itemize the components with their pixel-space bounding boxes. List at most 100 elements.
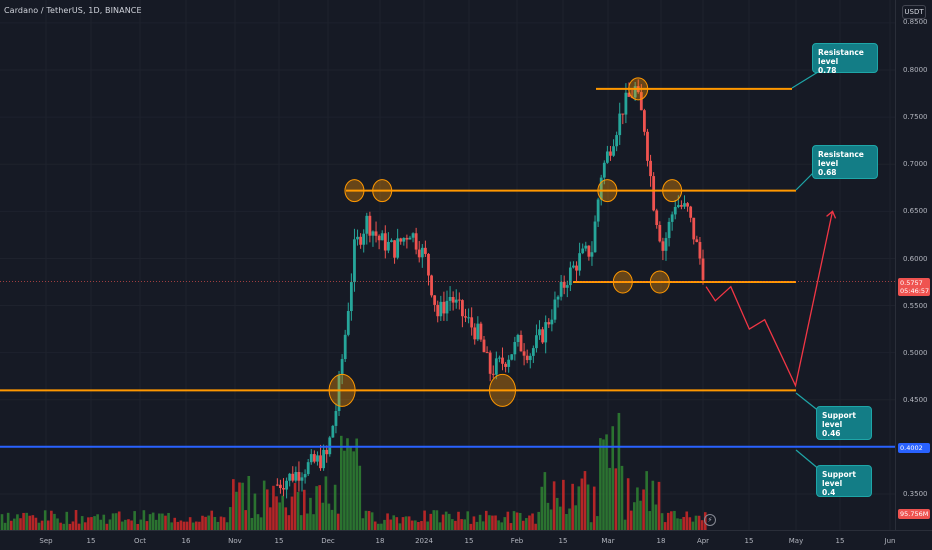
volume-bar — [22, 512, 25, 530]
level-lines[interactable] — [0, 71, 895, 471]
x-tick-label: Nov — [228, 537, 242, 545]
candle-body — [285, 480, 288, 490]
time-axis[interactable] — [0, 530, 932, 550]
volume-bar — [318, 485, 322, 530]
volume-bar — [694, 515, 698, 530]
volume-bar — [531, 513, 534, 530]
countdown-value: 05:46:57 — [900, 287, 930, 295]
volume-bar — [269, 507, 272, 530]
x-tick-label: 18 — [375, 537, 385, 545]
candle-body — [578, 253, 582, 271]
x-tick-label: Apr — [696, 537, 710, 545]
volume-bar — [685, 511, 689, 530]
candle-body — [457, 299, 461, 301]
candle-body — [306, 462, 310, 475]
volume-bar — [583, 471, 587, 530]
volume-bar — [83, 522, 87, 530]
x-tick-label: 15 — [464, 537, 474, 545]
volume-bar — [423, 510, 426, 530]
volume-bar — [3, 522, 7, 530]
candle-body — [390, 240, 393, 242]
price-axis[interactable] — [895, 0, 932, 530]
candle-body — [414, 233, 418, 250]
lightning-icon[interactable]: ⚡ — [704, 514, 716, 526]
volume-bar — [216, 521, 220, 530]
volume-bar — [414, 520, 417, 530]
volume-bar — [96, 514, 99, 530]
volume-bar — [574, 505, 578, 530]
candle-body — [686, 203, 689, 207]
volume-bar — [253, 493, 257, 530]
candle-body — [476, 323, 480, 340]
volume-bar — [528, 515, 531, 530]
volume-bar — [475, 521, 479, 530]
candle-body — [396, 238, 400, 258]
volume-bar — [386, 513, 389, 530]
volume-bar — [626, 478, 630, 530]
candle-body — [701, 258, 705, 280]
volume-bar — [596, 516, 599, 530]
volume-bar — [691, 521, 695, 530]
candle-body — [528, 355, 532, 361]
candle-body — [439, 301, 443, 317]
candle-body — [689, 206, 693, 218]
volume-bars — [0, 412, 707, 530]
volume-bar — [53, 513, 56, 530]
candle-body — [420, 247, 424, 258]
volume-bar — [324, 476, 328, 530]
volume-bar — [80, 516, 84, 530]
volume-bar — [124, 519, 127, 530]
volume-bar — [71, 521, 75, 530]
resistance-callout-078: Resistance level 0.78 — [812, 43, 878, 75]
candle-body — [609, 151, 612, 156]
volume-bar — [654, 504, 658, 530]
volume-bar — [327, 503, 331, 530]
volume-bar — [358, 465, 362, 530]
volume-bar — [617, 412, 621, 530]
candle-body — [501, 357, 504, 364]
volume-bar — [395, 517, 399, 530]
volume-bar — [673, 510, 676, 530]
x-tick-label: Oct — [133, 537, 147, 545]
volume-bar — [404, 516, 408, 530]
volume-bar — [278, 502, 281, 530]
candle-body — [572, 265, 575, 268]
volume-bar — [19, 518, 22, 530]
volume-bar — [497, 520, 500, 530]
volume-bar — [537, 511, 541, 530]
volume-bar — [46, 520, 50, 530]
candle-body — [430, 275, 433, 296]
candle-body — [670, 214, 674, 222]
volume-bar — [478, 514, 482, 530]
callout-value: 0.68 — [818, 168, 837, 177]
candle-body — [633, 86, 637, 98]
volume-bar — [9, 520, 13, 530]
support-price-tag: 0.4002 — [898, 443, 930, 453]
candle-body — [544, 322, 548, 343]
callout-value: 0.4 — [822, 488, 836, 497]
candle-body — [667, 221, 671, 239]
callout-title: Resistance level — [818, 48, 864, 66]
candle-body — [334, 411, 338, 426]
volume-bar — [466, 511, 470, 530]
candle-body — [615, 135, 619, 147]
touch-markers — [328, 77, 683, 407]
candle-body — [531, 348, 535, 356]
volume-bar — [558, 506, 562, 530]
currency-button[interactable]: USDT — [902, 5, 926, 19]
candle-body — [411, 233, 415, 238]
candle-body — [442, 301, 446, 314]
volume-bar — [380, 523, 383, 530]
y-tick-label: 0.6000 — [903, 255, 928, 263]
volume-bar — [488, 515, 491, 530]
volume-bar — [469, 523, 473, 530]
volume-bar — [25, 512, 28, 530]
volume-bar — [605, 434, 608, 530]
candle-body — [402, 237, 406, 242]
current-price-value: 0.5757 — [900, 279, 923, 287]
y-tick-label: 0.5500 — [903, 302, 928, 310]
volume-bar — [500, 522, 503, 530]
volume-bar — [250, 517, 254, 530]
callout-title: Support level — [822, 411, 856, 429]
